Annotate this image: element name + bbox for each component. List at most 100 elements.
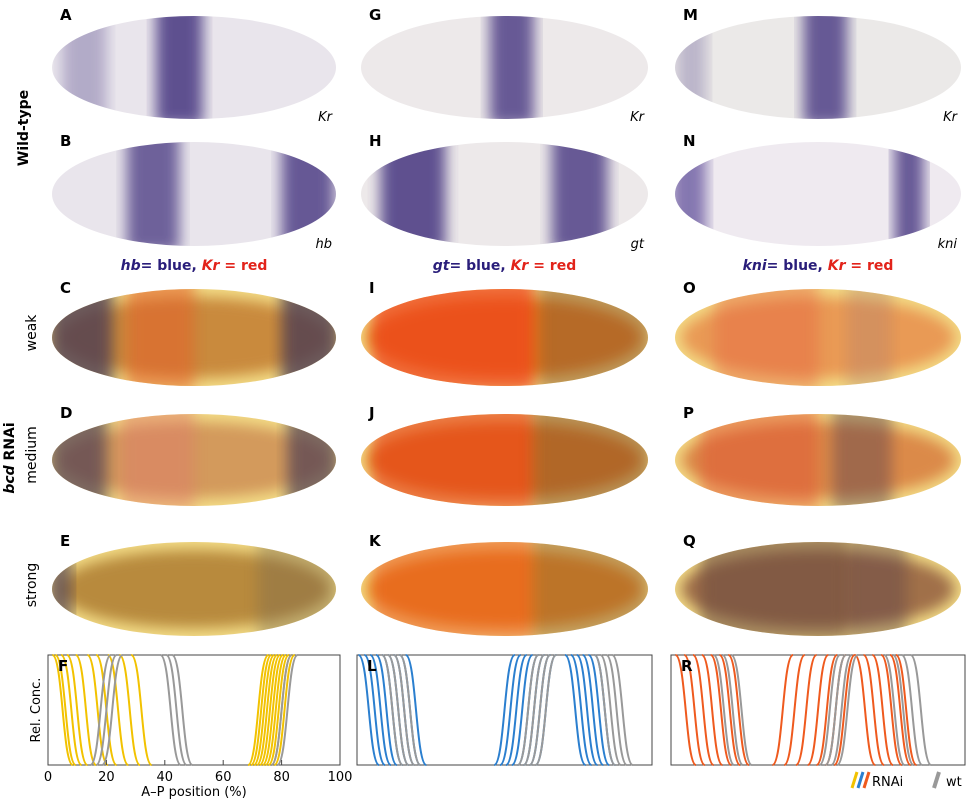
curve bbox=[883, 654, 906, 766]
header-part: = red bbox=[224, 258, 267, 274]
curve bbox=[794, 654, 818, 766]
x-tick-label: 60 bbox=[215, 770, 232, 785]
curve bbox=[118, 654, 141, 766]
curve bbox=[493, 654, 516, 766]
curve bbox=[387, 654, 410, 766]
curve bbox=[363, 654, 386, 766]
curve bbox=[54, 654, 77, 766]
x-tick-label: 0 bbox=[44, 770, 52, 785]
legend-swatch bbox=[850, 771, 859, 789]
panel-letter: D bbox=[60, 404, 72, 422]
stripe bbox=[281, 142, 335, 246]
gene-name: Kr bbox=[202, 258, 221, 274]
panel-letter: E bbox=[60, 532, 70, 550]
curve bbox=[605, 654, 628, 766]
embryo bbox=[361, 542, 648, 636]
header-part: = red bbox=[533, 258, 576, 274]
curve bbox=[528, 654, 552, 766]
x-tick-label: 40 bbox=[157, 770, 174, 785]
curve bbox=[833, 654, 856, 766]
curve bbox=[398, 654, 422, 766]
curve bbox=[66, 654, 89, 766]
gene-label: kni bbox=[938, 237, 958, 252]
embryo bbox=[52, 414, 336, 506]
legend-label: wt bbox=[946, 775, 962, 790]
curve bbox=[815, 654, 839, 766]
stripe bbox=[700, 414, 818, 506]
curve bbox=[806, 654, 830, 766]
curve bbox=[853, 654, 877, 766]
panel-letter: R bbox=[681, 657, 693, 675]
row-label-part: RNAi bbox=[2, 422, 18, 460]
x-tick-label: 100 bbox=[328, 770, 353, 785]
embryo bbox=[675, 142, 961, 246]
curve bbox=[369, 654, 392, 766]
curve bbox=[534, 654, 558, 766]
gene-label: Kr bbox=[630, 110, 646, 125]
panel-letter: H bbox=[369, 132, 382, 150]
embryo bbox=[675, 414, 961, 506]
embryo bbox=[52, 142, 336, 246]
panel-letter: I bbox=[369, 279, 375, 297]
curve bbox=[95, 654, 118, 766]
curve bbox=[249, 654, 273, 766]
row-label: Wild-type bbox=[16, 90, 32, 166]
stripe bbox=[832, 414, 892, 506]
curve bbox=[712, 654, 736, 766]
curve bbox=[587, 654, 611, 766]
panel-letter: N bbox=[683, 132, 696, 150]
panel-letter: B bbox=[60, 132, 71, 150]
stripe bbox=[534, 542, 648, 636]
curve bbox=[255, 654, 279, 766]
legend-swatch bbox=[856, 771, 865, 789]
curve bbox=[700, 654, 724, 766]
row-label: medium bbox=[24, 426, 40, 484]
curve bbox=[871, 654, 894, 766]
curve bbox=[258, 654, 282, 766]
gene-label: Kr bbox=[943, 110, 959, 125]
panel-letter: M bbox=[683, 6, 698, 24]
curve bbox=[404, 654, 428, 766]
stripe bbox=[894, 142, 924, 246]
stripe bbox=[121, 414, 194, 506]
curve bbox=[159, 654, 182, 766]
stripe bbox=[700, 542, 848, 636]
x-tick-label: 80 bbox=[273, 770, 290, 785]
stripe bbox=[803, 16, 848, 119]
embryo bbox=[52, 16, 336, 119]
gene-name: Kr bbox=[511, 258, 530, 274]
stripe bbox=[539, 289, 648, 386]
stripe bbox=[371, 289, 534, 386]
curve bbox=[900, 654, 924, 766]
panel-letter: P bbox=[683, 404, 694, 422]
curve bbox=[165, 654, 188, 766]
curve bbox=[270, 654, 293, 766]
stripe bbox=[847, 289, 892, 386]
stripe bbox=[715, 289, 818, 386]
y-axis-label: Rel. Conc. bbox=[29, 678, 44, 743]
stripe bbox=[534, 414, 648, 506]
stripe bbox=[847, 542, 907, 636]
row-label: bcd RNAi bbox=[2, 422, 18, 493]
panel-letter: G bbox=[369, 6, 381, 24]
embryo bbox=[675, 16, 961, 119]
curve bbox=[830, 654, 853, 766]
stripe bbox=[156, 16, 203, 119]
gene-label: Kr bbox=[318, 110, 334, 125]
curve bbox=[824, 654, 847, 766]
curve bbox=[889, 654, 912, 766]
header-part: = blue, bbox=[141, 258, 197, 274]
curve bbox=[611, 654, 634, 766]
curve bbox=[862, 654, 886, 766]
gene-name: bcd bbox=[2, 464, 18, 493]
stripe bbox=[52, 414, 107, 506]
curve bbox=[894, 654, 918, 766]
embryo bbox=[361, 16, 648, 119]
curve bbox=[692, 654, 715, 766]
header: kni= blue, Kr = red bbox=[743, 258, 894, 274]
embryo bbox=[361, 142, 648, 246]
embryo bbox=[361, 414, 648, 506]
header: hb= blue, Kr = red bbox=[121, 258, 268, 274]
curve bbox=[818, 654, 842, 766]
